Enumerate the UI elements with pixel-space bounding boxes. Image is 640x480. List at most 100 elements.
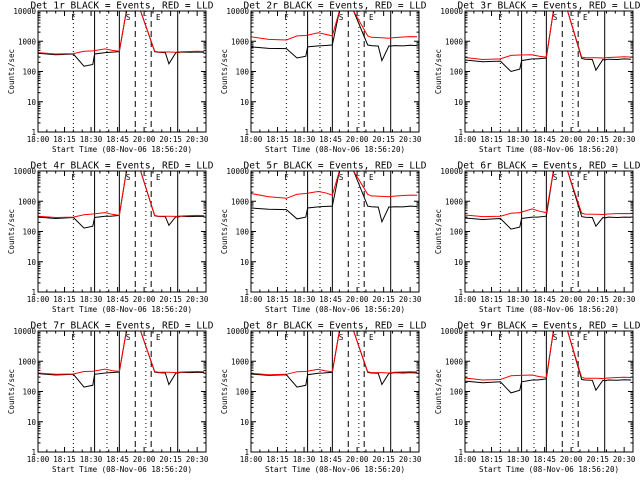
- y-tick-label: 10: [27, 258, 37, 267]
- interval-letter: E: [369, 333, 374, 342]
- y-tick-label: 1000: [18, 37, 37, 46]
- y-tick-label: 100: [235, 228, 249, 237]
- interval-letter: S: [126, 13, 131, 22]
- y-tick-label: 100: [22, 228, 36, 237]
- x-axis-label: Start Time (08-Nov-06 18:56:20): [479, 305, 619, 314]
- x-tick-label: 18:30: [507, 455, 530, 464]
- interval-letter: E: [369, 173, 374, 182]
- x-axis-label: Start Time (08-Nov-06 18:56:20): [265, 305, 405, 314]
- lld-line: [251, 11, 418, 41]
- interval-letter: S: [553, 333, 558, 342]
- y-tick-label: 1: [458, 288, 463, 297]
- interval-letter: S: [339, 333, 344, 342]
- x-tick-label: 18:15: [480, 295, 503, 304]
- x-axis-label: Start Time (08-Nov-06 18:56:20): [52, 305, 192, 314]
- x-axis-label: Start Time (08-Nov-06 18:56:20): [479, 145, 619, 154]
- y-tick-label: 10: [240, 258, 250, 267]
- panel-title: Det 3r BLACK = Events, RED = LLD: [457, 1, 640, 12]
- x-tick-label: 18:45: [319, 135, 342, 144]
- x-tick-label: 20:30: [186, 455, 209, 464]
- y-tick-label: 100: [235, 388, 249, 397]
- y-tick-label: 1000: [231, 357, 250, 366]
- x-tick-label: 18:30: [80, 455, 103, 464]
- x-axis-label: Start Time (08-Nov-06 18:56:20): [52, 465, 192, 474]
- lld-line: [251, 331, 418, 376]
- x-axis-label: Start Time (08-Nov-06 18:56:20): [265, 465, 405, 474]
- interval-letter: S: [553, 173, 558, 182]
- x-tick-label: 18:00: [240, 295, 263, 304]
- y-tick-label: 1000: [445, 357, 464, 366]
- y-tick-label: 1000: [231, 197, 250, 206]
- panel-title: Det 1r BLACK = Events, RED = LLD: [30, 1, 213, 12]
- interval-letter: E: [583, 333, 588, 342]
- plot-frame: [464, 330, 634, 453]
- x-tick-label: 20:00: [346, 455, 369, 464]
- y-tick-label: 10: [454, 418, 464, 427]
- x-tick-label: 20:30: [613, 455, 636, 464]
- y-tick-label: 10000: [440, 167, 463, 176]
- y-tick-label: 10: [27, 98, 37, 107]
- y-axis-label: Counts/sec: [434, 209, 443, 254]
- x-tick-label: 20:00: [346, 135, 369, 144]
- x-tick-label: 20:00: [133, 295, 156, 304]
- events-line: [251, 11, 418, 63]
- x-tick-label: 18:15: [266, 455, 289, 464]
- x-tick-label: 18:30: [80, 295, 103, 304]
- plot-frame: [464, 170, 634, 293]
- x-tick-label: 20:30: [399, 295, 422, 304]
- y-tick-label: 100: [449, 228, 463, 237]
- plot-frame: [37, 10, 207, 133]
- x-tick-label: 20:00: [133, 455, 156, 464]
- y-tick-label: 10000: [13, 327, 36, 336]
- x-tick-label: 18:30: [293, 295, 316, 304]
- y-tick-label: 1: [458, 448, 463, 457]
- y-tick-label: 1: [458, 128, 463, 137]
- interval-letter: F: [498, 173, 503, 182]
- x-tick-label: 18:45: [319, 295, 342, 304]
- x-tick-label: 18:45: [106, 135, 129, 144]
- interval-letter: S: [553, 13, 558, 22]
- x-tick-label: 18:30: [507, 295, 530, 304]
- x-tick-label: 20:30: [399, 135, 422, 144]
- y-tick-label: 1000: [445, 197, 464, 206]
- plot-frame: [37, 330, 207, 453]
- plot-frame: [250, 10, 420, 133]
- x-tick-label: 18:45: [106, 295, 129, 304]
- y-tick-label: 1000: [231, 37, 250, 46]
- lld-line: [38, 11, 205, 55]
- y-tick-label: 10000: [226, 327, 249, 336]
- x-tick-label: 18:00: [27, 295, 50, 304]
- x-tick-label: 20:30: [186, 295, 209, 304]
- y-axis-label: Counts/sec: [220, 369, 229, 414]
- y-tick-label: 100: [449, 68, 463, 77]
- interval-letter: E: [156, 333, 161, 342]
- x-tick-label: 18:15: [53, 455, 76, 464]
- x-tick-label: 18:00: [27, 455, 50, 464]
- interval-letter: E: [583, 13, 588, 22]
- y-tick-label: 10000: [440, 7, 463, 16]
- panel-title: Det 6r BLACK = Events, RED = LLD: [457, 161, 640, 172]
- x-tick-label: 20:00: [133, 135, 156, 144]
- x-tick-label: 20:15: [586, 455, 609, 464]
- y-tick-label: 100: [22, 388, 36, 397]
- y-tick-label: 100: [235, 68, 249, 77]
- y-tick-label: 1: [31, 448, 36, 457]
- events-line: [465, 11, 632, 73]
- y-tick-label: 10: [240, 418, 250, 427]
- interval-letter: S: [339, 173, 344, 182]
- y-tick-label: 100: [22, 68, 36, 77]
- lld-line: [38, 171, 205, 219]
- interval-letter: E: [156, 173, 161, 182]
- events-line: [251, 171, 418, 224]
- x-axis-label: Start Time (08-Nov-06 18:56:20): [52, 145, 192, 154]
- x-tick-label: 20:00: [560, 135, 583, 144]
- x-tick-label: 18:45: [106, 455, 129, 464]
- y-tick-label: 1: [31, 288, 36, 297]
- x-tick-label: 20:30: [399, 455, 422, 464]
- interval-letter: S: [126, 173, 131, 182]
- interval-letter: S: [339, 13, 344, 22]
